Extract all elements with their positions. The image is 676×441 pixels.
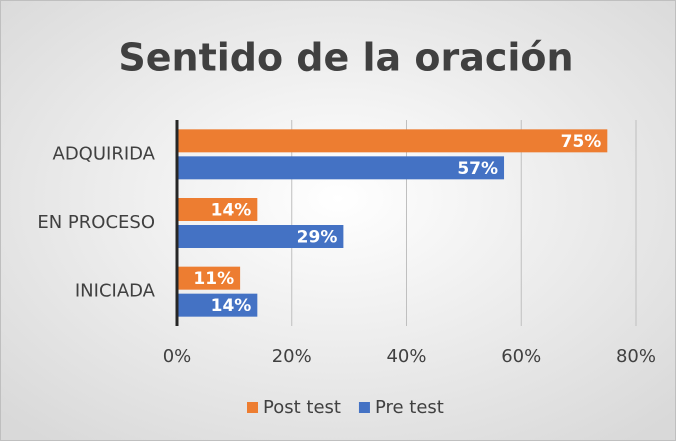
x-tick-label: 40% (386, 346, 426, 367)
bar (177, 225, 344, 248)
legend-label: Post test (263, 397, 341, 418)
value-label: 11% (193, 269, 234, 289)
y-tick-label: ADQUIRIDA (53, 143, 156, 164)
bar (177, 198, 258, 221)
bar (177, 293, 258, 317)
legend-swatch (247, 402, 258, 413)
x-tick-label: 60% (501, 346, 541, 367)
marks (177, 129, 608, 317)
value-label: 75% (561, 132, 602, 152)
y-tick-label: EN PROCESO (37, 212, 155, 233)
value-label: 29% (297, 228, 338, 248)
x-tick-label: 0% (163, 346, 192, 367)
y-tick-label: INICIADA (75, 281, 156, 302)
bar (177, 156, 505, 180)
value-label: 57% (457, 159, 498, 179)
value-label: 14% (211, 296, 252, 316)
x-tick-label: 80% (616, 346, 656, 367)
legend-label: Pre test (375, 397, 444, 418)
chart-title: Sentido de la oración (118, 36, 573, 80)
x-tick-label: 20% (272, 346, 312, 367)
value-label: 14% (211, 201, 252, 221)
legend-swatch (358, 402, 370, 413)
bar (177, 266, 241, 290)
bar (177, 129, 608, 153)
